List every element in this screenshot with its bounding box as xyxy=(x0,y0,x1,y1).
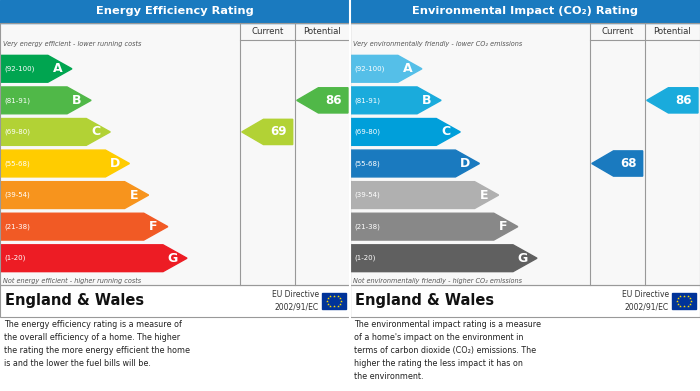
Polygon shape xyxy=(592,151,643,176)
Text: (39-54): (39-54) xyxy=(354,192,379,198)
Polygon shape xyxy=(1,213,168,240)
Polygon shape xyxy=(1,56,72,82)
Text: (1-20): (1-20) xyxy=(354,255,375,262)
Bar xyxy=(350,285,700,317)
Text: Very environmentally friendly - lower CO₂ emissions: Very environmentally friendly - lower CO… xyxy=(353,41,522,47)
Polygon shape xyxy=(351,213,518,240)
Text: (39-54): (39-54) xyxy=(4,192,29,198)
Text: EU Directive
2002/91/EC: EU Directive 2002/91/EC xyxy=(272,290,319,312)
Bar xyxy=(350,285,700,317)
Text: the overall efficiency of a home. The higher: the overall efficiency of a home. The hi… xyxy=(4,333,180,342)
Bar xyxy=(672,292,696,309)
Text: A: A xyxy=(402,62,412,75)
Text: 86: 86 xyxy=(325,94,342,107)
Text: (69-80): (69-80) xyxy=(4,129,30,135)
Text: (92-100): (92-100) xyxy=(4,66,34,72)
Text: The energy efficiency rating is a measure of: The energy efficiency rating is a measur… xyxy=(4,320,182,329)
Text: F: F xyxy=(499,220,508,233)
Text: B: B xyxy=(422,94,431,107)
Text: D: D xyxy=(460,157,470,170)
Polygon shape xyxy=(351,56,422,82)
Text: The environmental impact rating is a measure: The environmental impact rating is a mea… xyxy=(354,320,541,329)
Polygon shape xyxy=(1,245,187,272)
Text: C: C xyxy=(441,126,450,138)
Text: E: E xyxy=(130,188,139,202)
Text: (1-20): (1-20) xyxy=(4,255,25,262)
Text: Potential: Potential xyxy=(654,27,691,36)
Text: (69-80): (69-80) xyxy=(354,129,380,135)
Bar xyxy=(0,0,350,23)
Polygon shape xyxy=(1,150,130,177)
Polygon shape xyxy=(241,119,293,145)
Polygon shape xyxy=(351,150,480,177)
Text: Current: Current xyxy=(251,27,284,36)
Text: is and the lower the fuel bills will be.: is and the lower the fuel bills will be. xyxy=(4,359,151,368)
Text: Energy Efficiency Rating: Energy Efficiency Rating xyxy=(96,7,254,16)
Text: E: E xyxy=(480,188,489,202)
Polygon shape xyxy=(351,245,537,272)
Text: F: F xyxy=(149,220,158,233)
Bar xyxy=(322,292,346,309)
Bar xyxy=(0,285,350,317)
Text: (92-100): (92-100) xyxy=(354,66,384,72)
Text: 69: 69 xyxy=(270,126,286,138)
Text: A: A xyxy=(52,62,62,75)
Text: (21-38): (21-38) xyxy=(4,223,30,230)
Polygon shape xyxy=(1,182,148,208)
Text: (55-68): (55-68) xyxy=(354,160,379,167)
Text: Not energy efficient - higher running costs: Not energy efficient - higher running co… xyxy=(3,278,141,284)
Text: EU Directive
2002/91/EC: EU Directive 2002/91/EC xyxy=(622,290,669,312)
Text: higher the rating the less impact it has on: higher the rating the less impact it has… xyxy=(354,359,523,368)
Text: (81-91): (81-91) xyxy=(4,97,30,104)
Text: B: B xyxy=(72,94,81,107)
Bar xyxy=(350,23,700,285)
Text: C: C xyxy=(91,126,100,138)
Bar xyxy=(350,23,700,285)
Text: the environment.: the environment. xyxy=(354,372,424,381)
Text: the rating the more energy efficient the home: the rating the more energy efficient the… xyxy=(4,346,190,355)
Text: Not environmentally friendly - higher CO₂ emissions: Not environmentally friendly - higher CO… xyxy=(353,278,522,284)
Text: (81-91): (81-91) xyxy=(354,97,380,104)
Text: 68: 68 xyxy=(620,157,636,170)
Polygon shape xyxy=(1,118,111,145)
Bar xyxy=(0,285,350,317)
Polygon shape xyxy=(297,88,348,113)
Text: Potential: Potential xyxy=(304,27,341,36)
Text: England & Wales: England & Wales xyxy=(5,294,144,308)
Polygon shape xyxy=(1,87,91,114)
Bar xyxy=(350,0,700,23)
Polygon shape xyxy=(351,182,498,208)
Text: terms of carbon dioxide (CO₂) emissions. The: terms of carbon dioxide (CO₂) emissions.… xyxy=(354,346,536,355)
Text: of a home's impact on the environment in: of a home's impact on the environment in xyxy=(354,333,524,342)
Polygon shape xyxy=(351,87,441,114)
Text: 86: 86 xyxy=(675,94,692,107)
Text: Current: Current xyxy=(601,27,634,36)
Bar xyxy=(0,23,350,285)
Text: (21-38): (21-38) xyxy=(354,223,380,230)
Text: Environmental Impact (CO₂) Rating: Environmental Impact (CO₂) Rating xyxy=(412,7,638,16)
Text: (55-68): (55-68) xyxy=(4,160,29,167)
Text: G: G xyxy=(517,252,528,265)
Text: G: G xyxy=(167,252,178,265)
Bar xyxy=(0,23,350,285)
Text: Very energy efficient - lower running costs: Very energy efficient - lower running co… xyxy=(3,41,141,47)
Polygon shape xyxy=(351,118,461,145)
Polygon shape xyxy=(647,88,698,113)
Text: England & Wales: England & Wales xyxy=(355,294,494,308)
Text: D: D xyxy=(110,157,120,170)
